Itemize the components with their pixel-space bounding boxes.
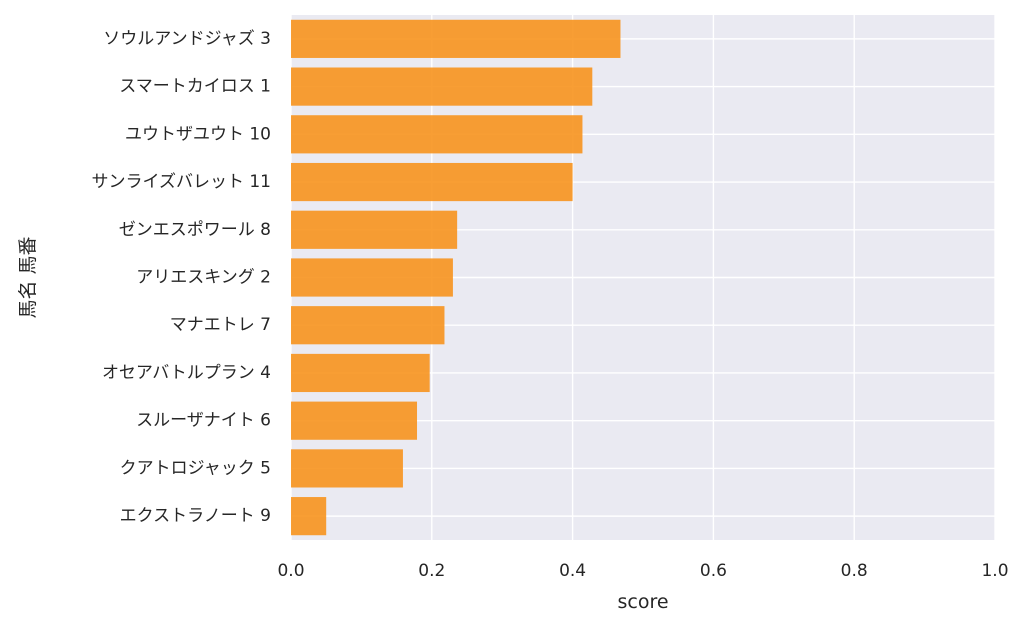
- y-tick-labels: ソウルアンドジャズ 3 スマートカイロス 1 ユウトザユウト 10 サンライズバレット…: [91, 29, 271, 526]
- x-tick-label: 0.6: [700, 561, 727, 581]
- y-axis-label: 馬名 馬番: [17, 236, 39, 318]
- y-tick-label: マナエトレ 7: [170, 315, 271, 335]
- bar: [291, 258, 453, 297]
- y-tick-label: エクストラノート 9: [120, 506, 271, 526]
- y-tick-label: クアトロジャック 5: [120, 458, 271, 478]
- x-tick-label: 0.0: [277, 561, 304, 581]
- y-tick-label: アリエスキング 2: [136, 268, 271, 288]
- x-tick-label: 0.8: [841, 561, 868, 581]
- bar: [291, 162, 573, 202]
- bar: [291, 353, 430, 393]
- x-tick-label: 0.4: [559, 561, 586, 581]
- y-tick-label: ゼンエスポワール 8: [119, 220, 271, 240]
- bar: [291, 19, 621, 58]
- x-tick-label: 1.0: [981, 561, 1008, 581]
- y-tick-label: スルーザナイト 6: [136, 411, 271, 431]
- bar: [291, 210, 458, 249]
- bar: [291, 306, 445, 345]
- bar: [291, 449, 403, 488]
- y-tick-label: スマートカイロス 1: [119, 77, 271, 97]
- x-axis-label: score: [617, 591, 668, 613]
- x-tick-label: 0.2: [418, 561, 445, 581]
- bar: [291, 497, 327, 536]
- y-tick-label: サンライズバレット 11: [91, 172, 271, 192]
- y-tick-label: ソウルアンドジャズ 3: [103, 29, 271, 49]
- bar: [291, 67, 593, 106]
- bar: [291, 401, 418, 440]
- y-tick-label: ユウトザユウト 10: [125, 124, 271, 144]
- x-tick-labels: 0.0 0.2 0.4 0.6 0.8 1.0: [277, 561, 1008, 581]
- y-tick-label: オセアバトルプラン 4: [102, 363, 271, 383]
- bars: [291, 19, 621, 536]
- bar: [291, 115, 583, 154]
